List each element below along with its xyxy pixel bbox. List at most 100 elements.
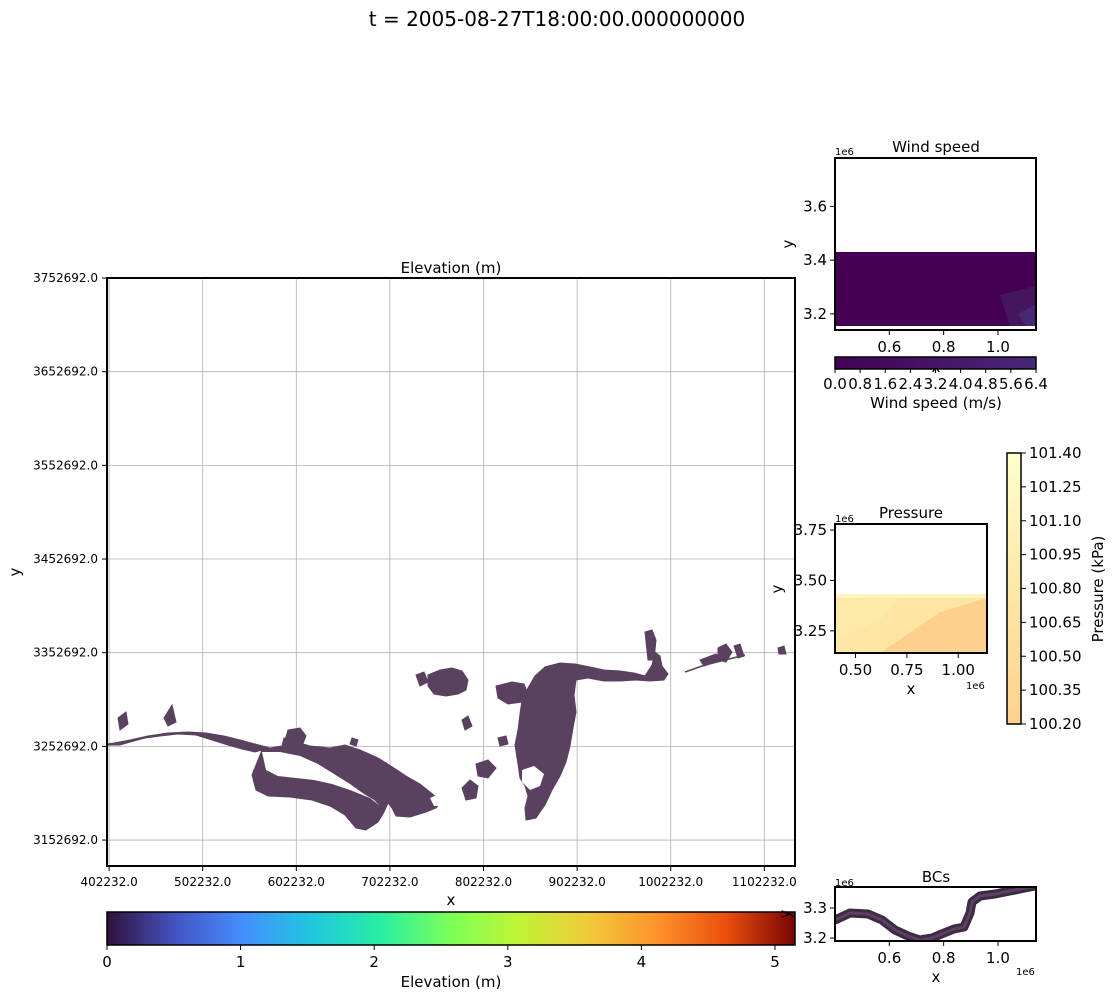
wind-colorbar-tick-label: 1.6 [873, 375, 897, 393]
pressure-x-tick-label: 0.75 [890, 661, 923, 679]
elevation-grid [107, 277, 795, 866]
pressure-field-shade [880, 598, 987, 653]
pressure-colorbar-tick-label: 100.35 [1029, 681, 1082, 699]
land-patch-16 [497, 735, 509, 747]
elevation-y-tick-label: 3252692.0 [33, 739, 98, 753]
elevation-colorbar: 0 1 2 3 4 5 Elevation (m) [102, 911, 796, 991]
pressure-colorbar-tick-label: 101.40 [1029, 444, 1082, 462]
bcs-scale-label-x: 1e6 [1016, 967, 1035, 978]
wind-title: Wind speed [892, 138, 980, 156]
land-patch-4 [461, 779, 479, 801]
bcs-y-ticks: 3.2 3.3 [803, 899, 835, 947]
pressure-scale-label-y: 1e6 [835, 514, 854, 525]
bcs-y-tick-label: 3.3 [803, 899, 827, 917]
land-patch-6 [415, 671, 429, 687]
elevation-colorbar-tick-label: 5 [770, 953, 780, 971]
wind-colorbar-label: Wind speed (m/s) [870, 394, 1002, 412]
pressure-colorbar: 100.20 100.35 100.50 100.65 100.80 100.95 101.… [1006, 444, 1107, 733]
bcs-ylabel: y [776, 909, 794, 918]
land-patch-12 [349, 737, 359, 747]
bcs-scale-label-y: 1e6 [835, 878, 854, 889]
pressure-colorbar-ticks: 100.20 100.35 100.50 100.65 100.80 100.95 101.… [1021, 444, 1082, 733]
elevation-y-tick-label: 3552692.0 [33, 458, 98, 472]
elevation-x-tick-label: 502232.0 [174, 875, 231, 889]
elevation-colorbar-tick-label: 1 [236, 953, 246, 971]
elevation-x-tick-label: 1002232.0 [638, 875, 703, 889]
elevation-x-ticks: 402232.0 502232.0 602232.0 702232.0 802232.0… [80, 866, 797, 889]
land-patch-17 [461, 715, 473, 731]
elevation-x-tick-label: 902232.0 [548, 875, 605, 889]
elevation-x-tick-label: 602232.0 [268, 875, 325, 889]
bcs-x-tick-label: 0.6 [877, 949, 901, 967]
elevation-colorbar-ticks: 0 1 2 3 4 5 [102, 945, 780, 971]
bcs-panel: BCs 1e6 0.6 0.8 1.0 3.2 3.3 1e6 x y [776, 868, 1037, 986]
pressure-x-tick-label: 1.00 [942, 661, 975, 679]
wind-colorbar-tick-label: 4.8 [974, 375, 998, 393]
pressure-colorbar-gradient [1006, 452, 1022, 725]
wind-x-tick-label: 0.6 [877, 338, 901, 356]
pressure-y-tick-label: 3.50 [794, 571, 827, 589]
pressure-ylabel: y [768, 584, 786, 593]
bcs-x-tick-label: 1.0 [986, 949, 1010, 967]
pressure-colorbar-tick-label: 101.25 [1029, 478, 1082, 496]
land-coast-west [107, 731, 441, 831]
wind-colorbar-tick-label: 2.4 [898, 375, 922, 393]
elevation-y-tick-label: 3152692.0 [33, 833, 98, 847]
land-patch-11 [777, 645, 787, 655]
wind-field-shade-2 [1018, 304, 1036, 326]
wind-y-ticks: 3.2 3.4 3.6 [803, 197, 835, 323]
elevation-colorbar-tick-label: 0 [102, 953, 112, 971]
pressure-title: Pressure [879, 504, 943, 522]
wind-field [835, 252, 1036, 326]
bcs-x-tick-label: 0.8 [932, 949, 956, 967]
elevation-x-tick-label: 802232.0 [455, 875, 512, 889]
elevation-x-tick-label: 1102232.0 [732, 875, 797, 889]
elevation-panel: Elevation (m) [6, 259, 797, 909]
land-patch-14 [475, 759, 497, 779]
elevation-y-ticks: 3152692.0 3252692.0 3352692.0 3452692.0 3552… [33, 271, 107, 847]
water-channel [262, 752, 380, 806]
wind-x-tick-label: 1.0 [986, 338, 1010, 356]
bcs-xlabel: x [932, 968, 941, 986]
wind-colorbar-gradient [834, 356, 1037, 370]
wind-colorbar-tick-label: 5.6 [999, 375, 1023, 393]
bcs-x-ticks: 0.6 0.8 1.0 [877, 941, 1010, 967]
pressure-y-tick-label: 3.25 [794, 622, 827, 640]
elevation-x-tick-label: 402232.0 [80, 875, 137, 889]
wind-colorbar-tick-label: 0.8 [848, 375, 872, 393]
bcs-frame [834, 886, 1037, 942]
wind-colorbar-tick-label: 3.2 [924, 375, 948, 393]
elevation-colorbar-gradient [106, 911, 796, 946]
water-bay [430, 790, 462, 806]
pressure-colorbar-tick-label: 100.80 [1029, 580, 1082, 598]
bcs-title: BCs [922, 868, 951, 886]
land-patch-5 [644, 629, 657, 661]
pressure-panel: Pressure 1e6 0.50 0.75 1.00 3.25 3.50 3.75 1… [768, 504, 988, 698]
elevation-frame [106, 277, 796, 867]
wind-colorbar-tick-label: 6.4 [1024, 375, 1048, 393]
bcs-boundary-highlight [835, 887, 1036, 941]
pressure-y-ticks: 3.25 3.50 3.75 [794, 521, 835, 640]
wind-y-tick-label: 3.4 [803, 251, 827, 269]
land-coast-east [514, 651, 669, 821]
wind-frame [834, 157, 1037, 331]
pressure-colorbar-tick-label: 100.65 [1029, 613, 1082, 631]
wind-x-tick-label: 0.8 [932, 338, 956, 356]
land-spit-east [684, 654, 746, 673]
elevation-x-tick-label: 702232.0 [361, 875, 418, 889]
elevation-ylabel: y [6, 567, 24, 576]
elevation-colorbar-tick-label: 3 [503, 953, 513, 971]
wind-panel: Wind speed 1e6 0.60.81.0 3.23.43.6 y x [779, 138, 1037, 376]
elevation-colorbar-tick-label: 2 [369, 953, 379, 971]
elevation-y-tick-label: 3452692.0 [33, 552, 98, 566]
land-patch-7 [163, 703, 177, 727]
pressure-scale-label-x: 1e6 [966, 681, 985, 692]
bcs-y-tick-label: 3.2 [803, 929, 827, 947]
wind-scale-label: 1e6 [835, 147, 854, 158]
pressure-x-ticks: 0.50 0.75 1.00 [839, 653, 975, 679]
elevation-land-mask [107, 629, 787, 831]
land-patch-3 [284, 727, 307, 749]
land-patch-13 [539, 723, 553, 741]
wind-colorbar: 0.0 0.8 1.6 2.4 3.2 4.0 4.8 5.6 6.4 Wind speed (… [823, 356, 1048, 412]
